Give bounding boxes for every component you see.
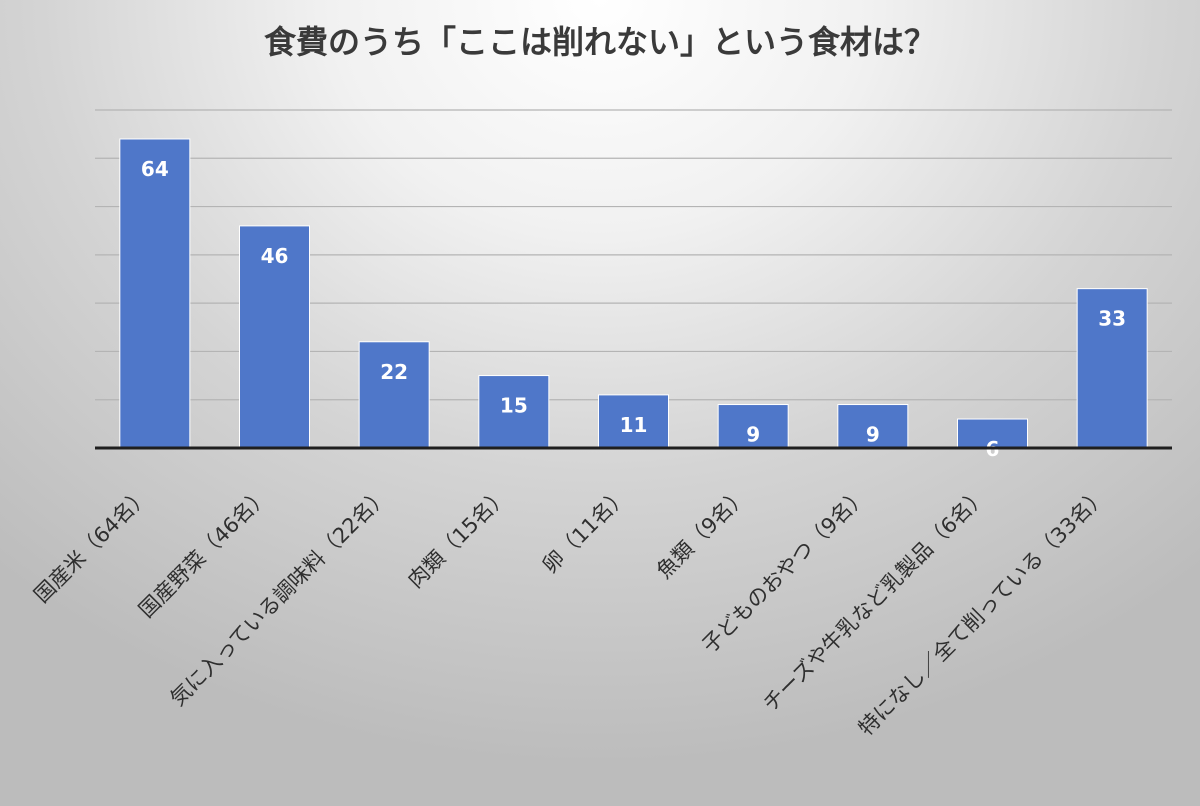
bar xyxy=(478,375,550,449)
data-labels: 644622151199633 xyxy=(141,157,1126,461)
chart-title: 食費のうち「ここは削れない」という食材は？ xyxy=(264,23,936,61)
x-tick-label: 気に入っている調味料（22名） xyxy=(166,483,394,711)
x-tick-label: 国産米（64名） xyxy=(29,483,154,608)
data-label: 15 xyxy=(500,394,528,418)
x-tick-labels: 国産米（64名）国産野菜（46名）気に入っている調味料（22名） 肉類（15名） 卵… xyxy=(29,483,1111,741)
data-label: 9 xyxy=(746,423,760,447)
data-label: 64 xyxy=(141,157,169,181)
bar xyxy=(119,138,191,449)
bar xyxy=(1076,288,1148,449)
data-label: 9 xyxy=(866,423,880,447)
bar xyxy=(837,404,909,449)
x-tick-label: 特になし／全て削っている（33名） xyxy=(854,483,1112,741)
data-label: 46 xyxy=(261,244,289,268)
data-label: 33 xyxy=(1098,307,1126,331)
x-tick-label: チーズや牛乳など乳製品（6名） xyxy=(758,483,992,717)
bar xyxy=(358,341,430,449)
data-label: 11 xyxy=(620,413,648,437)
x-tick-label: 肉類（15名） xyxy=(403,483,513,593)
x-tick-label: 魚類（9名） xyxy=(652,483,753,584)
x-tick-label: 卵（11名） xyxy=(538,483,633,578)
bar xyxy=(598,394,669,449)
bar xyxy=(957,418,1028,449)
bars xyxy=(119,138,1148,449)
data-label: 22 xyxy=(380,360,408,384)
x-tick-label: 国産野菜（46名） xyxy=(134,483,274,623)
bar xyxy=(717,404,789,449)
